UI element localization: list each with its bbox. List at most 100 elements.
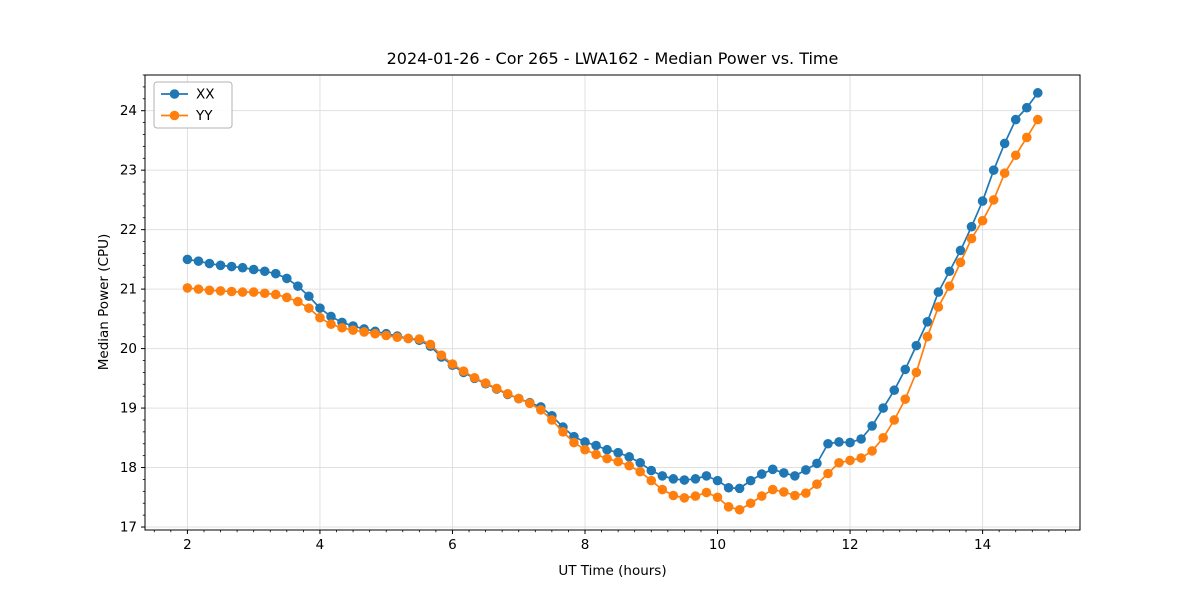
data-point	[282, 292, 292, 303]
data-point	[779, 487, 789, 497]
data-point	[392, 332, 403, 343]
data-point	[790, 490, 800, 501]
data-point	[613, 447, 623, 458]
data-point	[403, 333, 414, 344]
data-point	[536, 405, 546, 415]
data-point	[569, 437, 579, 448]
data-point	[193, 284, 204, 294]
data-point	[204, 285, 215, 296]
data-point	[525, 398, 535, 409]
data-point	[823, 438, 833, 449]
data-point	[889, 415, 900, 425]
data-point	[193, 256, 204, 266]
data-point	[911, 340, 922, 351]
x-tick-label: 8	[581, 537, 590, 553]
data-point	[293, 281, 303, 291]
data-point	[856, 453, 866, 463]
data-point	[790, 471, 800, 481]
data-point	[248, 287, 259, 297]
data-point	[955, 245, 966, 256]
data-point	[259, 288, 270, 299]
data-point	[977, 215, 988, 226]
legend-entry-YY: YY	[161, 108, 213, 124]
data-point	[779, 468, 789, 478]
legend-entry-XX: XX	[161, 87, 215, 103]
data-point	[602, 444, 612, 455]
data-point	[491, 383, 502, 394]
data-point	[204, 258, 215, 269]
data-point	[513, 393, 524, 404]
data-point	[988, 165, 999, 175]
data-point	[1021, 102, 1032, 113]
legend-label: XX	[196, 87, 215, 103]
data-point	[933, 287, 944, 297]
data-point	[182, 254, 193, 265]
data-point	[999, 138, 1010, 149]
data-point	[447, 359, 458, 369]
y-tick-label: 18	[120, 460, 137, 476]
data-point	[701, 487, 712, 498]
data-point	[878, 433, 888, 443]
x-tick-label: 10	[709, 537, 726, 553]
data-point	[359, 327, 369, 337]
data-point	[326, 311, 336, 322]
data-point	[436, 350, 447, 360]
data-point	[922, 317, 933, 327]
data-point	[723, 482, 734, 493]
data-point	[480, 378, 491, 388]
data-point	[834, 437, 844, 447]
data-point	[745, 498, 756, 509]
y-tick-label: 17	[120, 520, 137, 536]
y-axis-label: Median Power (CPU)	[96, 233, 112, 371]
data-point	[624, 452, 634, 462]
data-point	[282, 273, 292, 284]
data-point	[834, 457, 844, 468]
axis-ticks	[141, 74, 1066, 534]
data-point	[469, 372, 480, 383]
y-tick-label: 20	[120, 341, 137, 357]
data-point	[955, 257, 966, 268]
data-point	[712, 492, 723, 503]
data-point	[999, 168, 1010, 178]
data-point	[756, 491, 767, 501]
legend-label: YY	[195, 108, 213, 124]
data-point	[988, 195, 999, 205]
data-point	[668, 474, 679, 484]
data-point	[867, 446, 877, 456]
data-point	[326, 319, 336, 330]
data-point	[591, 440, 601, 451]
data-point	[547, 415, 557, 425]
data-point	[712, 475, 723, 486]
data-point	[270, 268, 281, 279]
legend-marker	[169, 110, 180, 121]
legend: XX YY	[153, 81, 233, 129]
data-point	[558, 427, 568, 437]
x-tick-labels: 2 4 6 8 10 12 14	[183, 537, 991, 553]
data-point	[944, 281, 955, 291]
data-point	[646, 475, 657, 486]
y-tick-label: 19	[120, 401, 137, 417]
x-tick-label: 4	[316, 537, 325, 553]
data-point	[370, 328, 380, 339]
data-point	[304, 303, 314, 313]
data-point	[679, 475, 690, 485]
data-point	[690, 491, 701, 501]
data-point	[502, 389, 513, 399]
data-point	[966, 221, 977, 232]
data-point	[701, 471, 712, 481]
data-point	[801, 465, 811, 475]
y-tick-label: 22	[120, 222, 137, 238]
data-point	[580, 437, 590, 447]
legend-marker	[169, 89, 180, 99]
data-point	[845, 455, 855, 466]
data-point	[1021, 132, 1032, 143]
data-point	[856, 434, 866, 444]
data-point	[966, 233, 977, 244]
data-point	[801, 488, 811, 498]
data-point	[237, 262, 248, 273]
data-point	[668, 490, 679, 501]
data-point	[679, 493, 690, 503]
data-point	[845, 437, 855, 448]
data-point	[646, 465, 657, 476]
y-tick-labels: 17 18 19 20 21 22 23 24	[120, 103, 137, 535]
